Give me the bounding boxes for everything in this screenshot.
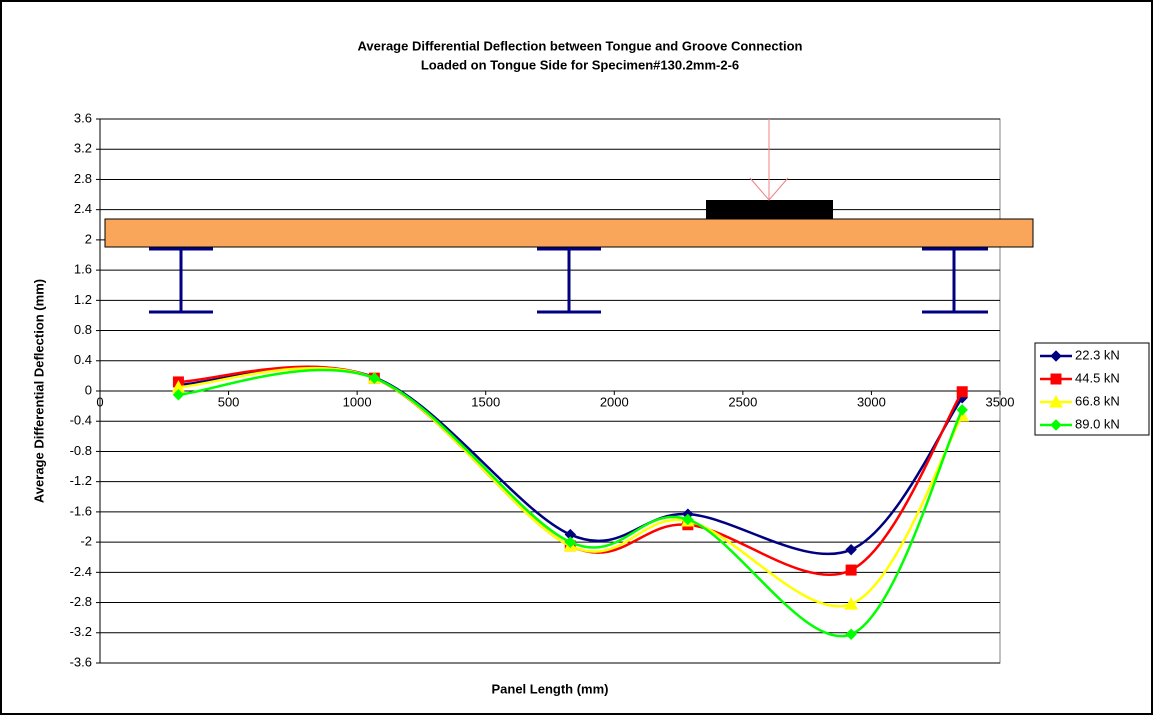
y-tick-label: 2.8 [74, 171, 92, 186]
y-tick-label: 1.2 [74, 292, 92, 307]
series-line [178, 368, 964, 638]
y-tick-label: -0.8 [70, 443, 92, 458]
chart-title: Loaded on Tongue Side for Specimen#130.2… [421, 57, 739, 72]
marker [368, 372, 381, 384]
y-tick-label: 2.4 [74, 201, 92, 216]
marker [1050, 350, 1062, 362]
load-diagram [104, 119, 1034, 314]
y-tick-label: -1.6 [70, 503, 92, 518]
series-layer [171, 365, 970, 640]
y-tick-label: -3.2 [70, 624, 92, 639]
support [149, 247, 988, 314]
y-tick-label: 3.6 [74, 110, 92, 125]
y-tick-label: -0.4 [70, 413, 92, 428]
y-tick-label: -1.2 [70, 473, 92, 488]
legend-label: 44.5 kN [1075, 370, 1120, 385]
y-tick-label: -2.8 [70, 594, 92, 609]
load-plate [706, 200, 833, 219]
panel [104, 218, 1034, 248]
x-tick-label: 3500 [986, 394, 1015, 409]
x-tick-label: 2500 [728, 394, 757, 409]
y-tick-label: -2.4 [70, 564, 92, 579]
legend-label: 22.3 kN [1075, 347, 1120, 362]
marker [845, 628, 857, 640]
y-tick-label: 0.4 [74, 352, 92, 367]
marker [1049, 394, 1063, 408]
marker [172, 389, 185, 401]
marker [682, 513, 694, 526]
x-tick-label: 1500 [471, 394, 500, 409]
y-axis-title: Average Differential Deflection (mm) [31, 279, 46, 503]
plot-area: -3.6 -3.2 -2.8 -2.4 -2 -1.6 -1.2 -0.8 -0.4 0 0.4 0.… [70, 110, 1015, 669]
marker [956, 386, 968, 398]
x-axis-title: Panel Length (mm) [491, 681, 608, 696]
marker [564, 536, 577, 548]
x-tick-label: 2000 [600, 394, 629, 409]
marker [1050, 419, 1062, 431]
marker [845, 543, 857, 556]
y-tick-label: -3.6 [70, 654, 92, 669]
y-tick-label: 0 [85, 382, 92, 397]
y-tick-label: 0.8 [74, 322, 92, 337]
y-tick-label: 1.6 [74, 262, 92, 277]
legend-label: 89.0 kN [1075, 416, 1120, 431]
y-tick-label: -2 [80, 534, 92, 549]
legend-label: 66.8 kN [1075, 393, 1120, 408]
x-tick-label: 0 [96, 394, 103, 409]
load-arrow-head [749, 177, 789, 201]
y-tick-label: 2 [85, 231, 92, 246]
x-tick-label: 1000 [343, 394, 372, 409]
y-tick-label: 3.2 [74, 141, 92, 156]
marker [956, 404, 968, 416]
x-tick-label: 3000 [857, 394, 886, 409]
x-tick-label: 500 [218, 394, 240, 409]
chart-title: Average Differential Deflection between … [358, 38, 803, 53]
marker [1050, 373, 1062, 385]
marker [845, 564, 857, 576]
marker [844, 597, 858, 610]
